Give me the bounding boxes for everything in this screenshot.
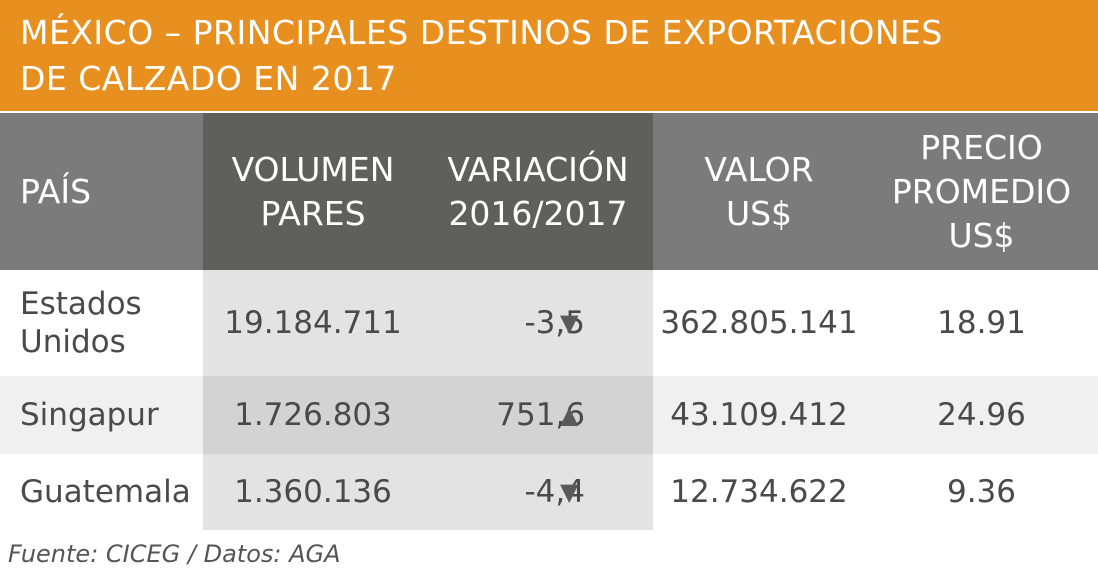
row-1-precio: 18.91 bbox=[937, 305, 1026, 341]
header-valor-line2: US$ bbox=[725, 193, 793, 233]
row-2-valor: 43.109.412 bbox=[670, 397, 848, 433]
row-3-variacion: -4,4 bbox=[524, 474, 586, 510]
row-3-volumen: 1.360.136 bbox=[234, 474, 392, 510]
row-3-valor: 12.734.622 bbox=[670, 474, 848, 510]
header-variacion-line1: VARIACIÓN bbox=[447, 149, 629, 189]
row-1-trend-arrow-icon: ▼ bbox=[560, 309, 579, 337]
header-valor: VALOR US$ bbox=[653, 113, 865, 270]
header-precio-line2: PROMEDIO bbox=[891, 171, 1072, 211]
header-volumen-bg bbox=[203, 113, 653, 270]
header-pais: PAÍS bbox=[0, 113, 203, 270]
title-line-2: DE CALZADO EN 2017 bbox=[20, 59, 397, 98]
header-volumen: VOLUMEN PARES bbox=[203, 113, 423, 270]
row-3-pais: Guatemala bbox=[20, 474, 191, 510]
col-highlight-2 bbox=[203, 376, 653, 454]
row-3-precio: 9.36 bbox=[946, 474, 1017, 510]
row-1-variacion: -3,5 bbox=[524, 305, 586, 341]
header-variacion: VARIACIÓN 2016/2017 bbox=[423, 113, 653, 270]
header-precio-line1: PRECIO bbox=[920, 127, 1043, 167]
col-highlight-3 bbox=[203, 454, 653, 530]
row-1-pais-line1: Estados bbox=[20, 286, 142, 322]
header-valor-line1: VALOR bbox=[704, 149, 814, 189]
row-3-trend-arrow-icon: ▼ bbox=[560, 478, 579, 506]
row-2-volumen: 1.726.803 bbox=[234, 397, 392, 433]
title-line-1: MÉXICO – PRINCIPALES DESTINOS DE EXPORTA… bbox=[20, 13, 943, 52]
header-volumen-line1: VOLUMEN bbox=[231, 149, 395, 189]
header-volumen-line2: PARES bbox=[260, 193, 366, 233]
row-1-pais-line2: Unidos bbox=[20, 324, 126, 360]
row-1-volumen: 19.184.711 bbox=[224, 305, 402, 341]
row-2-pais: Singapur bbox=[20, 397, 159, 433]
row-1-pais: Estados Unidos bbox=[0, 270, 203, 376]
row-2-variacion: 751,6 bbox=[496, 397, 585, 433]
source-note: Fuente: CICEG / Datos: AGA bbox=[8, 540, 341, 568]
col-highlight-1 bbox=[203, 270, 653, 376]
header-pais-label: PAÍS bbox=[20, 171, 92, 211]
header-precio: PRECIO PROMEDIO US$ bbox=[865, 113, 1098, 270]
row-2-precio: 24.96 bbox=[937, 397, 1026, 433]
header-precio-line3: US$ bbox=[948, 215, 1015, 255]
title-banner: MÉXICO – PRINCIPALES DESTINOS DE EXPORTA… bbox=[0, 0, 1098, 113]
row-1-valor: 362.805.141 bbox=[660, 305, 858, 341]
header-variacion-line2: 2016/2017 bbox=[448, 193, 628, 233]
row-2-trend-arrow-icon: ▲ bbox=[560, 401, 579, 429]
